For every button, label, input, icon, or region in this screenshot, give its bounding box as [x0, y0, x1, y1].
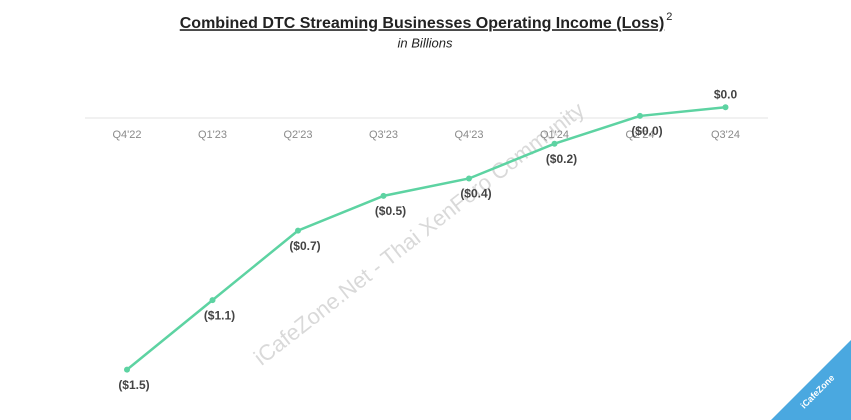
value-label: ($0.4) — [460, 187, 491, 201]
x-tick-label: Q3'24 — [711, 129, 740, 141]
point — [124, 366, 130, 373]
point — [466, 175, 472, 182]
point — [209, 297, 216, 304]
point — [380, 192, 387, 199]
value-label: ($0.7) — [289, 239, 320, 253]
x-tick-label: Q1'23 — [198, 129, 227, 141]
point — [551, 140, 558, 147]
chart-subtitle: in Billions — [398, 35, 453, 50]
title-note: 2 — [666, 11, 672, 23]
x-tick-label: Q4'23 — [454, 129, 483, 141]
value-label: ($0.0) — [631, 124, 662, 138]
x-tick-label: Q4'22 — [112, 129, 141, 141]
value-label: ($1.1) — [204, 308, 235, 322]
point — [722, 104, 729, 111]
line — [126, 105, 726, 371]
x-tick-label: Q3'23 — [369, 129, 398, 141]
x-tick-label: Q2'24 — [625, 129, 654, 141]
value-label: ($0.5) — [375, 204, 406, 218]
chart-title: Combined DTC Streaming Businesses Operat… — [180, 15, 665, 32]
value-label: $0.0 — [714, 87, 738, 101]
value-label: ($0.2) — [546, 152, 577, 166]
x-tick-label: Q1'24 — [540, 129, 569, 141]
value-label: ($1.5) — [118, 378, 149, 392]
corner-badge-bg — [771, 340, 851, 420]
point — [637, 112, 643, 119]
x-tick-label: Q2'23 — [283, 129, 312, 141]
point — [295, 227, 301, 234]
